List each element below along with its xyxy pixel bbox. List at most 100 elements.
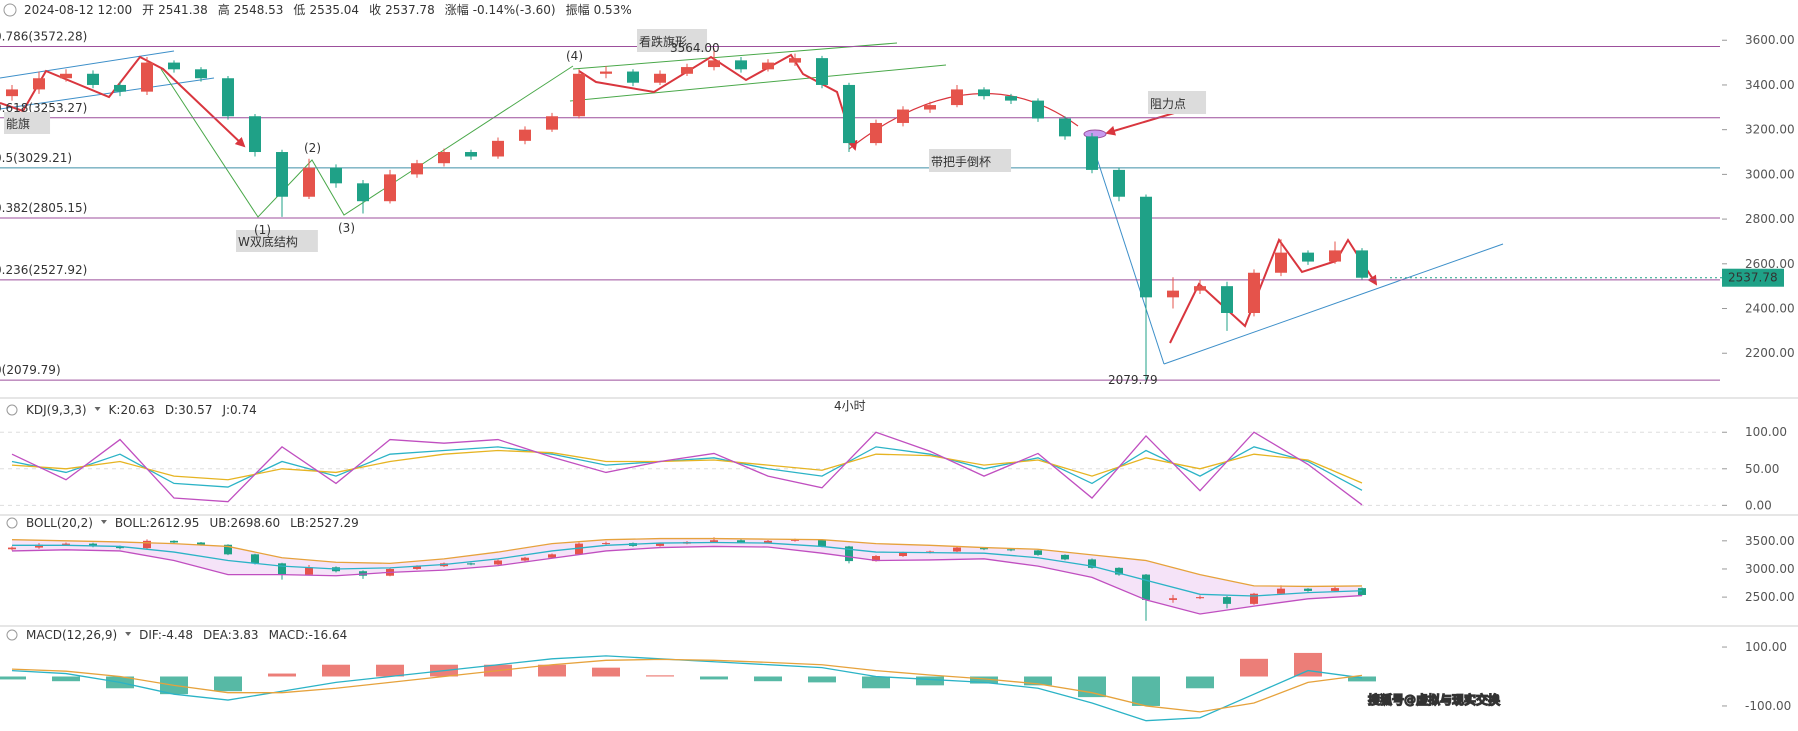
y-tick-label: 2600.00 — [1745, 257, 1795, 271]
candle-body — [87, 73, 99, 85]
candle-body — [1194, 286, 1206, 291]
annotation: (2) — [304, 141, 321, 155]
candle-body — [168, 62, 180, 70]
candle-body — [141, 62, 153, 92]
candle-body — [249, 116, 261, 153]
header-value: 2535.04 — [309, 3, 359, 17]
mini-candle-body — [1196, 597, 1204, 599]
price-tag — [1722, 268, 1784, 287]
candle-body — [654, 73, 666, 83]
candle-body — [1167, 290, 1179, 298]
histogram-bar — [52, 676, 80, 682]
y-tick-label: 100.00 — [1745, 640, 1787, 654]
header-value: 2541.38 — [158, 3, 208, 17]
y-tick-label: -100.00 — [1745, 699, 1791, 713]
candle-body — [843, 84, 855, 144]
candle-body — [816, 58, 828, 85]
histogram-bar — [0, 676, 26, 680]
candle-body — [276, 152, 288, 197]
annotation-box — [1148, 91, 1207, 114]
histogram-bar — [700, 676, 728, 680]
arrow-path — [1169, 237, 1378, 344]
histogram-bar — [1294, 652, 1322, 677]
annotation: 2079.79 — [1108, 373, 1158, 387]
histogram-bar — [808, 676, 836, 683]
annotation: 能旗 — [6, 116, 30, 131]
y-tick-label: 3000.00 — [1745, 562, 1795, 576]
settings-icon — [6, 629, 18, 641]
candle-body — [1059, 118, 1071, 137]
histogram-bar — [754, 676, 782, 682]
mini-candle-body — [143, 540, 151, 549]
annotation-box — [929, 149, 1012, 172]
mini-candle-body — [764, 540, 772, 543]
annotation: (1) — [254, 223, 271, 237]
histogram-bar — [1240, 658, 1268, 677]
mini-candle-body — [251, 554, 259, 564]
candle-body — [222, 78, 234, 117]
mini-candle-body — [1142, 574, 1150, 600]
header-label: 振幅 — [566, 2, 590, 17]
dropdown-icon — [125, 632, 132, 636]
y-tick-label: 50.00 — [1745, 462, 1779, 476]
channel-line — [0, 50, 175, 79]
dropdown-icon — [100, 520, 107, 524]
arrow — [1105, 110, 1182, 136]
indicator-line — [11, 449, 1363, 484]
candle-body — [708, 60, 720, 68]
histogram-bar — [592, 667, 620, 677]
settings-icon — [3, 3, 17, 17]
mini-candle-body — [710, 540, 718, 542]
candle-body — [897, 109, 909, 123]
candle-body — [735, 60, 747, 70]
candle-body — [1275, 252, 1287, 273]
indicator-line — [12, 541, 1363, 597]
histogram-bar — [1078, 676, 1106, 698]
bar-time: 2024-08-12 12:00 — [24, 3, 132, 17]
annotation: 看跌旗形 — [639, 34, 687, 49]
candle-body — [870, 122, 882, 144]
trend-line — [1089, 136, 1165, 365]
mini-candle-body — [1250, 593, 1258, 604]
indicator-line — [11, 545, 1363, 615]
histogram-bar — [214, 676, 242, 692]
mini-candle-body — [980, 547, 988, 550]
arrow-path — [0, 55, 246, 148]
legend-entry: J:0.74 — [221, 403, 256, 417]
legend-entry: UB:2698.60 — [209, 516, 280, 530]
y-tick-label: 3400.00 — [1745, 78, 1795, 92]
candle-body — [600, 71, 612, 74]
candle-body — [6, 89, 18, 97]
y-tick-label: 3600.00 — [1745, 33, 1795, 47]
histogram-bar — [268, 673, 296, 677]
mini-candle-body — [602, 543, 610, 545]
candle-body — [1113, 169, 1125, 197]
candle-body — [573, 73, 585, 117]
mini-candle-body — [1034, 550, 1042, 555]
annotation: 带把手倒杯 — [931, 155, 991, 169]
drawings — [0, 42, 1798, 627]
mini-candle-body — [8, 547, 16, 550]
flag-line — [569, 64, 947, 102]
legend-entry: K:20.63 — [109, 403, 155, 417]
histogram-bar — [1348, 676, 1376, 682]
y-tick-label: 100.00 — [1745, 425, 1787, 439]
histogram-bar — [970, 676, 998, 684]
mini-candle-body — [872, 556, 880, 562]
indicator-title: MACD(12,26,9) — [26, 628, 117, 642]
candle-body — [1329, 250, 1341, 262]
candle-body — [33, 78, 45, 90]
candle-body — [546, 116, 558, 130]
mini-candle-body — [170, 540, 178, 543]
mini-candle-body — [1169, 598, 1177, 600]
candle-body — [1086, 136, 1098, 170]
histogram-bar — [1024, 676, 1052, 686]
header-label: 低 — [293, 3, 305, 17]
mini-candle-body — [575, 543, 583, 555]
annotation-box — [4, 112, 51, 134]
mini-candle-body — [1007, 549, 1015, 551]
y-tick-label: 3500.00 — [1745, 534, 1795, 548]
indicator-line — [11, 537, 1363, 588]
